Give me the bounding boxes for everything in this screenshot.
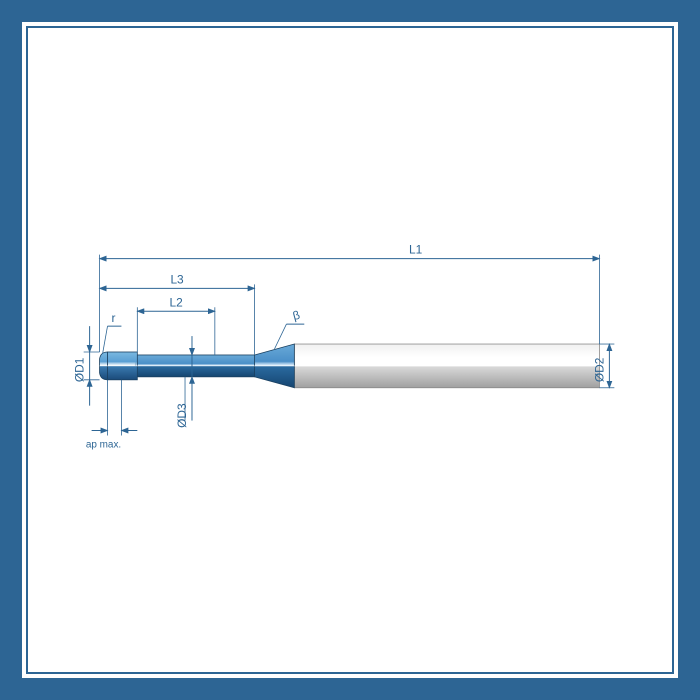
label-L3: L3: [170, 272, 184, 286]
dim-L3: L3: [100, 272, 255, 355]
tool-body: [100, 344, 600, 388]
label-L2: L2: [169, 295, 183, 309]
label-D1: ØD1: [73, 357, 87, 382]
dim-L2: L2: [137, 295, 215, 355]
outer-frame: L1 L3 L2 r: [0, 0, 700, 700]
dim-beta: β: [274, 308, 304, 349]
dim-r: r: [103, 311, 122, 354]
label-L1: L1: [409, 243, 423, 257]
label-beta: β: [291, 308, 301, 323]
dim-D1: ØD1: [73, 326, 100, 406]
label-D3: ØD3: [175, 403, 189, 428]
label-ap: ap max.: [86, 439, 121, 450]
label-r: r: [111, 311, 115, 325]
label-D2: ØD2: [592, 357, 606, 382]
dim-D3: ØD3: [175, 336, 199, 428]
dim-ap: ap max.: [86, 380, 137, 451]
technical-drawing: L1 L3 L2 r: [28, 28, 672, 672]
inner-frame: L1 L3 L2 r: [26, 26, 674, 674]
